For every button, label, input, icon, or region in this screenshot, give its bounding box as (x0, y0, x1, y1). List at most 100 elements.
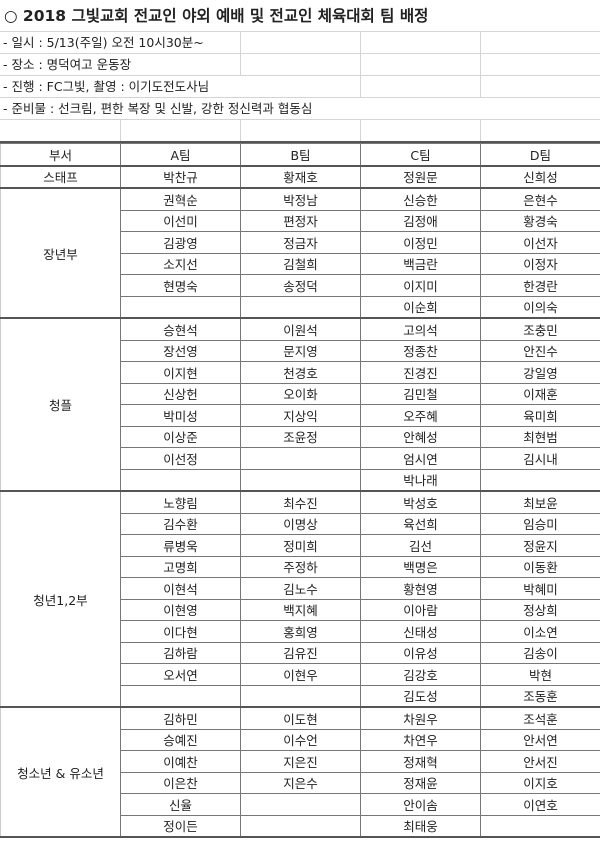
member-cell-team-d: 이의숙 (480, 295, 600, 319)
member-cell-team-b: 백지혜 (240, 598, 361, 621)
member-cell-team-d: 이연호 (480, 793, 600, 816)
dept-cell: 스태프 (0, 165, 121, 189)
member-cell-team-a: 이현영 (120, 598, 241, 621)
member-cell-team-b: 주정하 (240, 555, 361, 578)
member-cell-team-c: 정재윤 (360, 771, 481, 794)
table-row: 현명숙 송정덕 이지미 한경란 (1, 274, 600, 297)
member-cell-team-b: 이수언 (240, 728, 361, 751)
member-cell-team-d: 이정자 (480, 252, 600, 275)
member-cell-team-c: 오주혜 (360, 404, 481, 427)
member-cell-team-d: 강일영 (480, 361, 600, 384)
member-cell-team-c: 고의석 (360, 317, 481, 341)
member-cell-team-a: 승현석 (120, 317, 241, 341)
member-cell-team-d (480, 468, 600, 492)
member-cell-team-a (120, 295, 241, 319)
member-cell-team-a: 장선영 (120, 339, 241, 362)
member-cell-team-d: 황경숙 (480, 209, 600, 232)
table-row: 박나래 (1, 468, 600, 492)
member-cell-team-d: 안진수 (480, 339, 600, 362)
member-cell-team-c: 이정민 (360, 231, 481, 254)
member-cell-team-b: 홍희영 (240, 620, 361, 643)
header-row: 부서 A팀 B팀 C팀 D팀 (0, 143, 600, 167)
member-cell-team-c: 박성호 (360, 490, 481, 514)
member-cell-team-b: 김노수 (240, 577, 361, 600)
member-cell-team-d: 안서연 (480, 728, 600, 751)
member-cell-team-a: 이다현 (120, 620, 241, 643)
member-cell-team-d: 이소연 (480, 620, 600, 643)
member-cell-team-a: 이은찬 (120, 771, 241, 794)
member-cell-team-b: 편정자 (240, 209, 361, 232)
member-cell-team-d: 임승미 (480, 512, 600, 535)
member-cell-team-c: 김정애 (360, 209, 481, 232)
member-cell-team-b: 이명상 (240, 512, 361, 535)
member-cell-team-b: 김유진 (240, 641, 361, 664)
info-line-host: - 진행 : FC그빛, 촬영 : 이기도전도사님 (0, 76, 600, 98)
member-cell-team-a: 김하람 (120, 641, 241, 664)
member-cell-team-b (240, 793, 361, 816)
member-cell-team-b: 문지영 (240, 339, 361, 362)
info-line-date: - 일시 : 5/13(주일) 오전 10시30분~ (0, 32, 600, 54)
dept-cell: 청소년 & 유소년 (0, 706, 121, 838)
member-cell-team-c: 이유성 (360, 641, 481, 664)
table-row: 고명희 주정하 백명은 이동환 (1, 555, 600, 578)
member-cell-team-b: 지은진 (240, 750, 361, 773)
member-cell-team-d: 조석훈 (480, 706, 600, 730)
member-cell-team-b: 최수진 (240, 490, 361, 514)
table-row: 소지선 김철희 백금란 이정자 (1, 252, 600, 275)
member-cell-team-d: 박현 (480, 663, 600, 686)
member-cell-team-c: 신태성 (360, 620, 481, 643)
member-cell-team-a (120, 684, 241, 708)
member-cell-team-a: 소지선 (120, 252, 241, 275)
member-cell-team-d: 김시내 (480, 447, 600, 470)
member-cell-team-a: 이지현 (120, 361, 241, 384)
team-table: 부서 A팀 B팀 C팀 D팀 스태프 박찬규 황재호 정원문 신희성 장년부 권혁순 박정남 신… (0, 143, 600, 838)
table-row: 청플 승현석 이원석 고의석 조충민 (0, 317, 600, 492)
member-cell-team-c: 최태웅 (360, 814, 481, 838)
table-row: 청년1,2부 노향림 최수진 박성호 최보윤 (0, 490, 600, 708)
table-row: 류병욱 정미희 김선 정윤지 (1, 534, 600, 557)
member-cell-team-a: 이현석 (120, 577, 241, 600)
table-row: 청소년 & 유소년 김하민 이도현 차원우 조석훈 (0, 706, 600, 838)
member-cell-team-b: 지은수 (240, 771, 361, 794)
member-cell-team-b: 천경호 (240, 361, 361, 384)
dept-cell: 청플 (0, 317, 121, 492)
member-cell-team-c: 안이솜 (360, 793, 481, 816)
member-cell-team-a: 정이든 (120, 814, 241, 838)
member-cell-team-b: 황재호 (240, 165, 361, 189)
table-row: 정이든 최태웅 (1, 814, 600, 838)
table-row: 승예진 이수언 차연우 안서연 (1, 728, 600, 751)
member-cell-team-b (240, 814, 361, 838)
member-cell-team-d: 육미희 (480, 404, 600, 427)
member-cell-team-d: 박혜미 (480, 577, 600, 600)
header-team-a: A팀 (120, 143, 241, 167)
table-row: 장선영 문지영 정종찬 안진수 (1, 339, 600, 362)
member-cell-team-d: 한경란 (480, 274, 600, 297)
member-cell-team-d: 안서진 (480, 750, 600, 773)
table-row: 장년부 권혁순 박정남 신승한 은현수 (0, 187, 600, 319)
member-cell-team-a: 김하민 (120, 706, 241, 730)
dept-cell: 청년1,2부 (0, 490, 121, 708)
member-cell-team-b (240, 468, 361, 492)
member-cell-team-d: 신희성 (480, 165, 600, 189)
member-cell-team-b (240, 684, 361, 708)
member-cell-team-c: 백명은 (360, 555, 481, 578)
member-cell-team-c: 이아람 (360, 598, 481, 621)
member-cell-team-a: 권혁순 (120, 187, 241, 211)
member-cell-team-d: 이동환 (480, 555, 600, 578)
member-cell-team-b: 정금자 (240, 231, 361, 254)
sheet-title: ○ 2018 그빛교회 전교인 야외 예배 및 전교인 체육대회 팀 배정 (0, 0, 600, 32)
info-text: - 일시 : 5/13(주일) 오전 10시30분~ (3, 35, 204, 50)
member-cell-team-a: 류병욱 (120, 534, 241, 557)
info-line-place: - 장소 : 명덕여고 운동장 (0, 54, 600, 76)
member-cell-team-c: 정원문 (360, 165, 481, 189)
member-cell-team-a: 이선미 (120, 209, 241, 232)
member-cell-team-c: 김선 (360, 534, 481, 557)
member-cell-team-d: 정상희 (480, 598, 600, 621)
member-cell-team-a: 신율 (120, 793, 241, 816)
member-cell-team-a: 이예찬 (120, 750, 241, 773)
member-cell-team-b (240, 295, 361, 319)
member-cell-team-c: 백금란 (360, 252, 481, 275)
member-cell-team-a: 이선정 (120, 447, 241, 470)
member-cell-team-d: 조동훈 (480, 684, 600, 708)
member-cell-team-b: 조윤정 (240, 425, 361, 448)
